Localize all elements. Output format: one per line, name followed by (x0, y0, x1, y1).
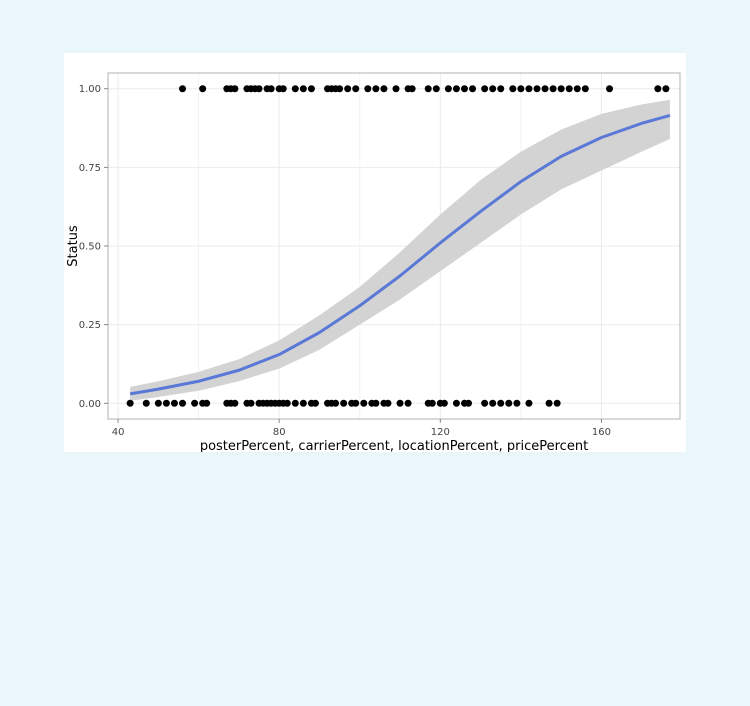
y-axis-title: Status (66, 225, 81, 267)
data-point-status-0 (505, 399, 513, 407)
data-point-status-1 (517, 85, 525, 93)
data-point-status-0 (497, 399, 505, 407)
data-point-status-0 (299, 399, 307, 407)
data-point-status-0 (283, 399, 291, 407)
data-point-status-0 (452, 399, 460, 407)
axis-ticks: 40 80 120 160 0.00 0.25 0.50 0.75 1.00 (79, 84, 611, 438)
data-point-status-1 (481, 85, 489, 93)
data-point-status-0 (191, 399, 199, 407)
data-point-status-1 (352, 85, 360, 93)
chart-panel: 40 80 120 160 0.00 0.25 0.50 0.75 1.00 posterPer… (64, 53, 686, 452)
data-point-status-0 (247, 399, 255, 407)
data-point-status-1 (581, 85, 589, 93)
x-tick-label: 80 (273, 427, 286, 438)
data-point-status-1 (452, 85, 460, 93)
data-point-status-0 (170, 399, 178, 407)
data-point-status-1 (654, 85, 662, 93)
data-point-status-1 (392, 85, 400, 93)
data-point-status-1 (408, 85, 416, 93)
data-point-status-1 (460, 85, 468, 93)
data-point-status-0 (428, 399, 436, 407)
data-point-status-0 (203, 399, 211, 407)
data-point-status-1 (380, 85, 388, 93)
data-point-status-1 (525, 85, 533, 93)
x-tick-label: 40 (112, 427, 125, 438)
data-point-status-0 (440, 399, 448, 407)
data-point-status-1 (432, 85, 440, 93)
data-point-status-0 (142, 399, 150, 407)
data-point-status-1 (444, 85, 452, 93)
data-point-status-1 (541, 85, 549, 93)
y-tick-label: 0.75 (79, 163, 101, 174)
data-point-status-1 (255, 85, 263, 93)
data-point-status-0 (545, 399, 553, 407)
x-tick-label: 120 (431, 427, 450, 438)
data-point-status-1 (489, 85, 497, 93)
data-point-status-1 (565, 85, 573, 93)
data-point-status-1 (557, 85, 565, 93)
confidence-band (130, 99, 670, 401)
data-point-status-0 (465, 399, 473, 407)
y-tick-label: 0.50 (79, 242, 101, 253)
data-point-status-0 (162, 399, 170, 407)
data-point-status-1 (662, 85, 670, 93)
data-point-status-1 (469, 85, 477, 93)
data-point-status-0 (126, 399, 134, 407)
data-point-status-1 (497, 85, 505, 93)
data-point-status-1 (509, 85, 517, 93)
data-point-status-1 (344, 85, 352, 93)
x-tick-label: 160 (592, 427, 611, 438)
data-point-status-0 (154, 399, 162, 407)
data-point-status-1 (279, 85, 287, 93)
y-tick-label: 1.00 (79, 84, 101, 95)
data-point-status-0 (553, 399, 561, 407)
data-point-status-1 (364, 85, 372, 93)
data-point-status-0 (352, 399, 360, 407)
data-point-status-0 (481, 399, 489, 407)
data-point-status-0 (311, 399, 319, 407)
data-point-status-0 (384, 399, 392, 407)
data-point-status-1 (533, 85, 541, 93)
data-point-status-1 (267, 85, 275, 93)
fitted-curve-layer (129, 114, 671, 396)
data-point-status-0 (372, 399, 380, 407)
data-point-status-0 (231, 399, 239, 407)
logistic-regression-chart: 40 80 120 160 0.00 0.25 0.50 0.75 1.00 posterPer… (66, 72, 681, 452)
data-point-status-1 (573, 85, 581, 93)
data-point-status-0 (489, 399, 497, 407)
data-point-status-0 (513, 399, 521, 407)
data-point-status-0 (179, 399, 187, 407)
data-point-status-0 (340, 399, 348, 407)
data-point-status-1 (307, 85, 315, 93)
data-point-status-1 (199, 85, 207, 93)
fitted-curve (129, 114, 671, 396)
data-point-status-0 (404, 399, 412, 407)
y-tick-label: 0.25 (79, 320, 101, 331)
data-point-status-1 (606, 85, 614, 93)
data-point-status-1 (424, 85, 432, 93)
confidence-band-area (130, 99, 670, 401)
data-point-status-0 (360, 399, 368, 407)
x-axis-title: posterPercent, carrierPercent, locationP… (200, 439, 588, 452)
data-point-status-1 (291, 85, 299, 93)
data-point-status-1 (336, 85, 344, 93)
data-points (126, 85, 670, 407)
data-point-status-0 (525, 399, 533, 407)
data-point-status-0 (332, 399, 340, 407)
data-point-status-1 (372, 85, 380, 93)
data-point-status-1 (299, 85, 307, 93)
data-point-status-1 (179, 85, 187, 93)
data-point-status-1 (549, 85, 557, 93)
data-point-status-0 (291, 399, 299, 407)
y-tick-label: 0.00 (79, 399, 101, 410)
data-point-status-1 (231, 85, 239, 93)
data-point-status-0 (396, 399, 404, 407)
